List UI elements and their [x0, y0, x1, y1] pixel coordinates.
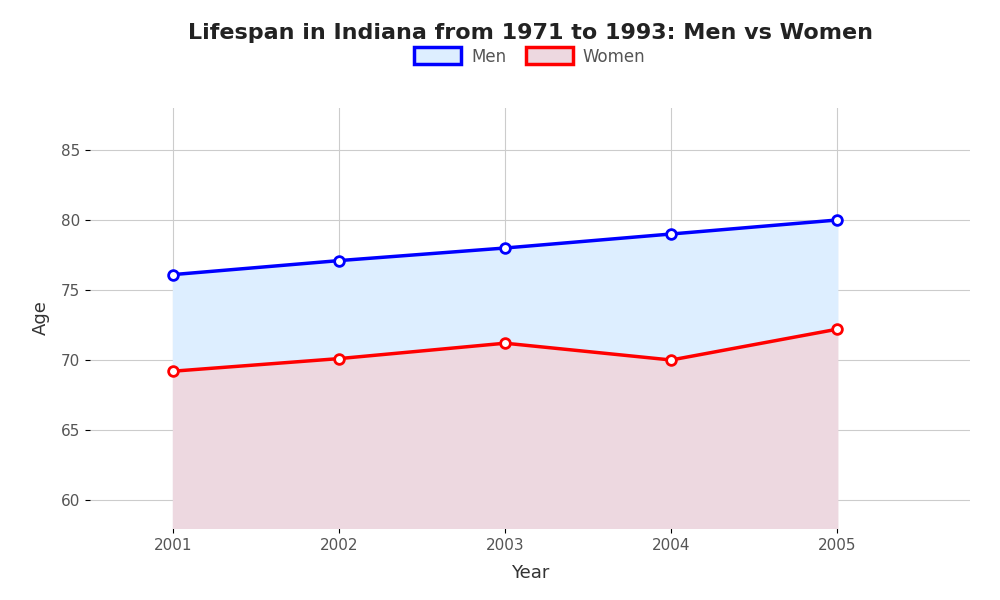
Y-axis label: Age: Age	[32, 301, 50, 335]
Title: Lifespan in Indiana from 1971 to 1993: Men vs Women: Lifespan in Indiana from 1971 to 1993: M…	[188, 23, 872, 43]
Legend: Men, Women: Men, Women	[408, 41, 652, 72]
X-axis label: Year: Year	[511, 564, 549, 582]
